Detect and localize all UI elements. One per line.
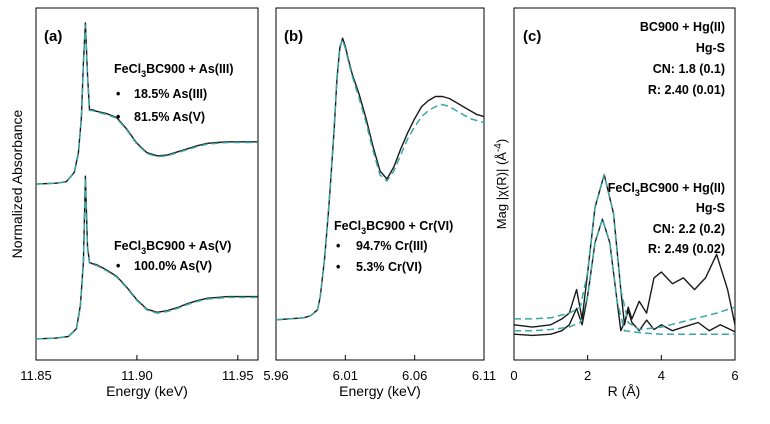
x-tick-label-a-2: 11.95	[222, 368, 254, 383]
annotation-b-title: FeCl3BC900 + Cr(VI)	[334, 219, 453, 236]
annotation-b-item-2: 5.3% Cr(VI)	[356, 260, 422, 274]
annotation-c-top-title: BC900 + Hg(II)	[640, 20, 725, 34]
y-axis-label-c: Mag |χ(R)| (Å-4)	[493, 139, 509, 229]
annotation-c-top: BC900 + Hg(II) Hg-S CN: 1.8 (0.1) R: 2.4…	[640, 20, 725, 97]
x-tick-label-b-2: 6.06	[402, 368, 427, 383]
series-line-c-3	[514, 173, 736, 331]
panel-b-label: (b)	[284, 28, 303, 45]
annotation-a-top-item-1: 18.5% As(III)	[134, 87, 207, 101]
x-tick-label-a-0: 11.85	[20, 368, 52, 383]
series-line-b-1	[275, 39, 485, 321]
annotation-c-bottom: FeCl3BC900 + Hg(II) Hg-S CN: 2.2 (0.2) R…	[608, 181, 725, 256]
x-axis-label-b: Energy (keV)	[339, 383, 421, 399]
annotation-a-top-title: FeCl3BC900 + As(III)	[114, 62, 234, 79]
bullet-icon: •	[116, 259, 120, 273]
series-a	[35, 22, 258, 340]
annotation-c-top-line-2: CN: 1.8 (0.1)	[653, 62, 725, 76]
x-tick-label-c-2: 4	[658, 368, 665, 383]
annotation-a-bottom: FeCl3BC900 + As(V) • 100.0% As(V)	[114, 239, 231, 273]
x-tick-label-b-3: 6.11	[472, 368, 496, 383]
annotation-a-bottom-item-1: 100.0% As(V)	[134, 259, 212, 273]
x-tick-label-b-1: 6.01	[333, 368, 358, 383]
series-b	[275, 37, 485, 321]
x-ticks-c: 0 2 4 6	[510, 355, 739, 383]
annotation-c-bottom-line-1: Hg-S	[696, 201, 725, 215]
annotation-b: FeCl3BC900 + Cr(VI) • 94.7% Cr(III) • 5.…	[334, 219, 453, 274]
series-line-c-1	[514, 218, 735, 335]
series-line-b-0	[275, 37, 485, 321]
x-tick-label-c-3: 6	[731, 368, 738, 383]
panel-a-frame	[35, 7, 259, 361]
y-axis-label-a: Normalized Absorbance	[9, 109, 25, 258]
annotation-c-top-line-1: Hg-S	[696, 41, 725, 55]
x-ticks-a: 11.85 11.90 11.95	[20, 355, 254, 383]
panel-c-label: (c)	[523, 28, 541, 45]
panel-a-label: (a)	[44, 28, 62, 45]
x-axis-label-c: R (Å)	[608, 383, 641, 399]
x-tick-label-b-0: 5.96	[263, 368, 288, 383]
series-line-a-0	[35, 22, 258, 185]
annotation-c-bottom-line-3: R: 2.49 (0.02)	[648, 242, 725, 256]
annotation-a-top-item-2: 81.5% As(V)	[134, 110, 205, 124]
x-tick-label-a-1: 11.90	[121, 368, 153, 383]
annotation-c-top-line-3: R: 2.40 (0.01)	[648, 83, 725, 97]
panel-b-frame	[275, 7, 485, 361]
annotation-c-bottom-line-2: CN: 2.2 (0.2)	[653, 222, 725, 236]
annotation-c-bottom-title: FeCl3BC900 + Hg(II)	[608, 181, 725, 198]
annotation-a-top: FeCl3BC900 + As(III) • 18.5% As(III) • 8…	[114, 62, 234, 124]
x-ticks-b: 5.96 6.01 6.06 6.11	[263, 355, 496, 383]
annotation-a-bottom-title: FeCl3BC900 + As(V)	[114, 239, 231, 256]
series-c	[513, 173, 736, 337]
bullet-icon: •	[336, 239, 340, 253]
annotation-b-item-1: 94.7% Cr(III)	[356, 239, 428, 253]
series-line-a-1	[35, 24, 258, 185]
bullet-icon: •	[336, 260, 340, 274]
x-tick-label-c-1: 2	[584, 368, 591, 383]
series-line-c-0	[513, 218, 736, 337]
series-line-a-3	[35, 176, 258, 340]
x-tick-label-c-0: 0	[510, 368, 517, 383]
x-axis-label-a: Energy (keV)	[106, 383, 188, 399]
series-line-a-2	[35, 175, 258, 340]
bullet-icon: •	[116, 87, 120, 101]
panel-c-frame	[513, 7, 736, 361]
bullet-icon: •	[116, 110, 120, 124]
